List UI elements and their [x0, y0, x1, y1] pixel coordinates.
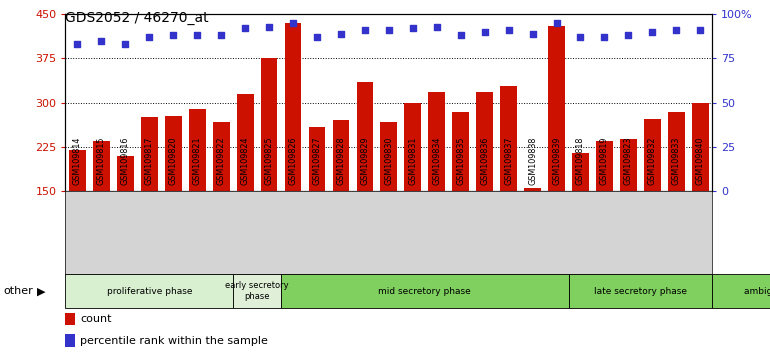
Bar	[380, 121, 397, 280]
Text: proliferative phase: proliferative phase	[106, 287, 192, 296]
FancyBboxPatch shape	[712, 274, 770, 308]
Text: GDS2052 / 46270_at: GDS2052 / 46270_at	[65, 11, 209, 25]
Point	[527, 31, 539, 36]
Point	[383, 27, 395, 33]
Bar	[213, 121, 229, 280]
FancyBboxPatch shape	[568, 274, 712, 308]
Bar	[428, 92, 445, 280]
Bar	[572, 153, 589, 280]
Point	[167, 33, 179, 38]
Point	[311, 34, 323, 40]
FancyBboxPatch shape	[65, 274, 233, 308]
Bar	[333, 120, 350, 280]
Text: other: other	[4, 286, 34, 296]
Text: ambiguous phase: ambiguous phase	[744, 287, 770, 296]
Text: early secretory
phase: early secretory phase	[226, 281, 289, 301]
Point	[574, 34, 587, 40]
Point	[359, 27, 371, 33]
Bar	[309, 127, 326, 280]
Bar	[65, 334, 75, 347]
Bar	[668, 112, 685, 280]
Bar	[500, 86, 517, 280]
Text: late secretory phase: late secretory phase	[594, 287, 687, 296]
FancyBboxPatch shape	[233, 274, 281, 308]
Point	[119, 41, 132, 47]
Point	[670, 27, 682, 33]
Point	[263, 24, 275, 29]
Point	[143, 34, 156, 40]
Bar	[452, 112, 469, 280]
Text: percentile rank within the sample: percentile rank within the sample	[80, 336, 268, 346]
Bar	[117, 156, 134, 280]
Point	[430, 24, 443, 29]
Bar	[404, 103, 421, 280]
Bar	[285, 23, 301, 280]
Point	[335, 31, 347, 36]
Point	[191, 33, 203, 38]
Point	[287, 20, 300, 26]
Bar	[69, 150, 85, 280]
Bar	[644, 119, 661, 280]
Point	[454, 33, 467, 38]
Point	[622, 33, 634, 38]
Point	[407, 25, 419, 31]
Point	[551, 20, 563, 26]
Point	[478, 29, 490, 35]
Text: mid secretory phase: mid secretory phase	[378, 287, 471, 296]
Bar	[236, 94, 253, 280]
Bar	[524, 188, 541, 280]
Bar	[596, 141, 613, 280]
Point	[598, 34, 611, 40]
Bar	[165, 116, 182, 280]
Bar	[261, 58, 277, 280]
Bar	[692, 103, 708, 280]
Bar	[93, 141, 110, 280]
Point	[239, 25, 251, 31]
Point	[72, 41, 84, 47]
Bar	[548, 26, 565, 280]
Bar	[477, 92, 493, 280]
Bar	[189, 109, 206, 280]
Point	[503, 27, 515, 33]
Bar	[141, 118, 158, 280]
Point	[215, 33, 227, 38]
FancyBboxPatch shape	[281, 274, 568, 308]
Point	[646, 29, 658, 35]
Text: ▶: ▶	[37, 286, 45, 296]
Bar	[620, 139, 637, 280]
Bar	[357, 82, 373, 280]
Bar	[65, 313, 75, 325]
Point	[694, 27, 706, 33]
Point	[95, 38, 108, 44]
Text: count: count	[80, 314, 112, 324]
